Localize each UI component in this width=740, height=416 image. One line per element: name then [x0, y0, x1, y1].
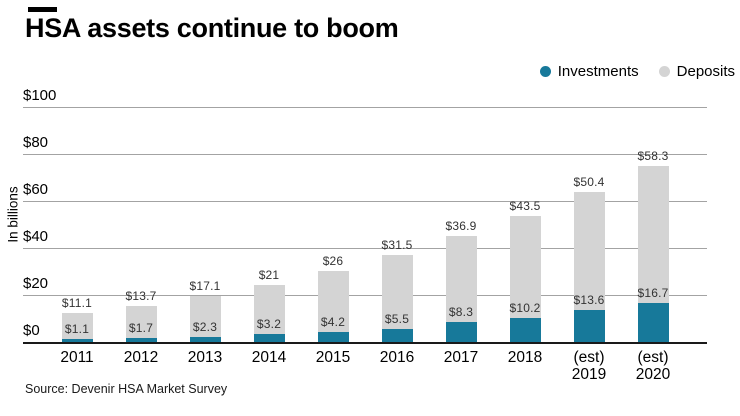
x-tick-label-2013: 2013: [187, 349, 223, 366]
bar-deposits-2018: [509, 216, 541, 318]
bar-investments-2011: [61, 339, 93, 342]
bar-investments-est2020: [637, 303, 669, 342]
deposits-value-label: $31.5: [381, 238, 413, 252]
bar-deposits-est2019: [573, 192, 605, 310]
investments-value-label: $10.2: [509, 301, 541, 315]
bar-investments-2015: [317, 332, 349, 342]
bar-deposits-2013: [189, 296, 221, 337]
deposits-value-label: $11.1: [61, 296, 93, 310]
x-tick-label-2015: 2015: [315, 349, 351, 366]
y-tick-label-100: $100: [23, 87, 57, 104]
bar-deposits-2017: [445, 236, 477, 322]
gridline-80: [23, 154, 707, 155]
x-tick-label-est2020: (est) 2020: [635, 349, 671, 383]
deposits-value-label: $13.7: [125, 289, 157, 303]
x-tick-label-2017: 2017: [443, 349, 479, 366]
investments-value-label: $3.2: [256, 317, 282, 331]
x-tick-label-2018: 2018: [507, 349, 543, 366]
legend-item-deposits: Deposits: [658, 63, 735, 80]
investments-value-label: $16.7: [637, 286, 669, 300]
legend-dot-investments: [539, 66, 551, 77]
deposits-value-label: $43.5: [509, 199, 541, 213]
deposits-value-label: $36.9: [445, 219, 477, 233]
y-tick-label-0: $0: [23, 322, 40, 339]
gridline-100: [23, 107, 707, 108]
gridline-40: [23, 248, 707, 249]
legend: Investments Deposits: [539, 63, 735, 80]
bar-investments-est2019: [573, 310, 605, 342]
bar-investments-2013: [189, 337, 221, 342]
deposits-value-label: $21: [258, 268, 280, 282]
x-tick-label-2011: 2011: [60, 349, 94, 366]
bar-investments-2012: [125, 338, 157, 342]
source-note: Source: Devenir HSA Market Survey: [25, 382, 228, 396]
investments-value-label: $4.2: [320, 315, 346, 329]
bar-investments-2014: [253, 334, 285, 342]
bar-deposits-2014: [253, 285, 285, 334]
bar-deposits-2011: [61, 313, 93, 339]
y-tick-label-60: $60: [23, 181, 49, 198]
gridline-20: [23, 295, 707, 296]
bar-investments-2018: [509, 318, 541, 342]
y-tick-label-80: $80: [23, 134, 49, 151]
deposits-value-label: $17.1: [189, 279, 221, 293]
accent-dash: [28, 7, 57, 12]
deposits-value-label: $26: [322, 254, 344, 268]
x-tick-label-2012: 2012: [123, 349, 159, 366]
y-tick-label-20: $20: [23, 275, 49, 292]
bar-deposits-2016: [381, 255, 413, 329]
bar-deposits-est2020: [637, 166, 669, 303]
bar-deposits-2012: [125, 306, 157, 338]
x-tick-label-2016: 2016: [379, 349, 415, 366]
y-axis-label: In billions: [5, 186, 21, 243]
bar-deposits-2015: [317, 271, 349, 332]
investments-value-label: $1.1: [64, 322, 90, 336]
investments-value-label: $13.6: [573, 293, 605, 307]
gridline-60: [23, 201, 707, 202]
x-tick-label-2014: 2014: [251, 349, 287, 366]
deposits-value-label: $50.4: [573, 175, 605, 189]
chart-title: HSA assets continue to boom: [25, 13, 399, 43]
legend-label: Deposits: [676, 63, 735, 80]
deposits-value-label: $58.3: [637, 149, 669, 163]
legend-dot-deposits: [658, 66, 670, 77]
legend-item-investments: Investments: [539, 63, 639, 80]
bar-investments-2017: [445, 322, 477, 342]
investments-value-label: $8.3: [448, 305, 474, 319]
bar-investments-2016: [381, 329, 413, 342]
investments-value-label: $5.5: [384, 312, 410, 326]
legend-label: Investments: [557, 63, 639, 80]
gridline-0: [23, 342, 707, 344]
investments-value-label: $1.7: [128, 321, 154, 335]
investments-value-label: $2.3: [192, 320, 218, 334]
y-tick-label-40: $40: [23, 228, 49, 245]
x-tick-label-est2019: (est) 2019: [571, 349, 607, 383]
